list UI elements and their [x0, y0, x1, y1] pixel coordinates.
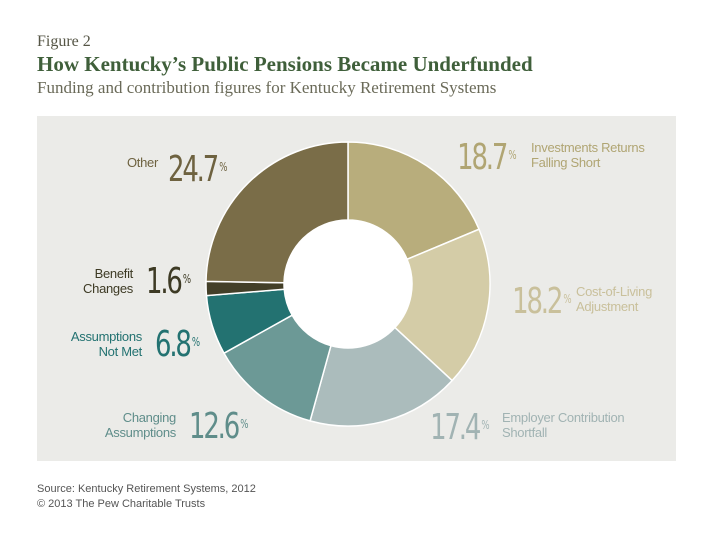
value-label-other: 24.7%: [168, 149, 228, 190]
value-label-changing: 12.6%: [189, 406, 249, 447]
category-label-not-met: Assumptions Not Met: [70, 329, 142, 359]
source-note: Source: Kentucky Retirement Systems, 201…: [37, 483, 256, 495]
figure-label: Figure 2: [37, 33, 91, 50]
category-label-investments: Investments Returns Falling Short: [531, 140, 645, 170]
category-label-other: Other: [126, 155, 158, 170]
category-label-employer: Employer Contribution Shortfall: [502, 410, 625, 440]
value-label-not-met: 6.8%: [155, 324, 201, 365]
chart-subtitle: Funding and contribution figures for Ken…: [37, 78, 497, 97]
category-label-benefit: Benefit Changes: [83, 266, 133, 296]
chart-title: How Kentucky’s Public Pensions Became Un…: [37, 52, 533, 76]
value-label-benefit: 1.6%: [146, 261, 192, 302]
value-label-cola: 18.2%: [512, 281, 572, 322]
copyright-note: © 2013 The Pew Charitable Trusts: [37, 498, 206, 510]
value-label-investments: 18.7%: [457, 137, 517, 178]
value-label-employer: 17.4%: [430, 407, 490, 448]
category-label-changing: Changing Assumptions: [104, 410, 176, 440]
donut-hole: [284, 220, 412, 348]
category-label-cola: Cost-of-Living Adjustment: [576, 284, 652, 314]
